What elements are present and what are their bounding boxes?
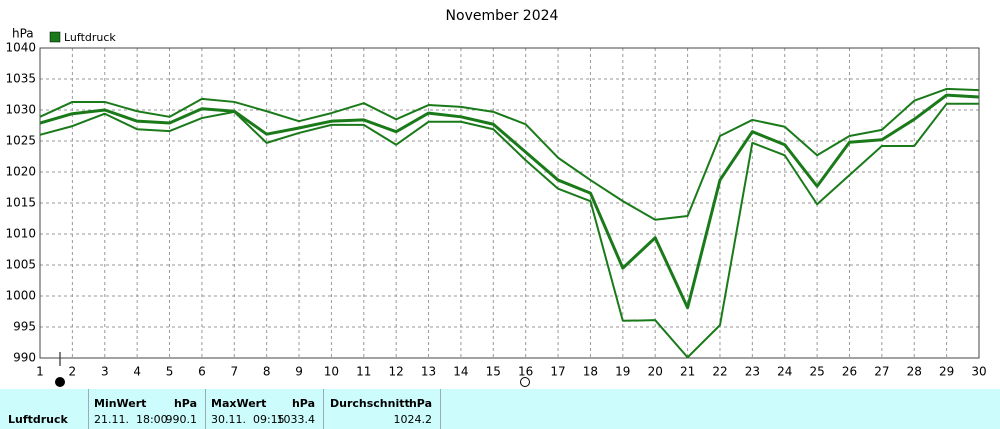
y-tick-label: 1035 bbox=[5, 72, 36, 86]
y-tick-label: 1000 bbox=[5, 289, 36, 303]
value: 1033.4 bbox=[276, 413, 316, 426]
x-tick-label: 25 bbox=[809, 365, 824, 379]
legend-label: Luftdruck bbox=[64, 31, 116, 44]
x-tick-label: 29 bbox=[939, 365, 954, 379]
x-tick-label: 21 bbox=[680, 365, 695, 379]
x-tick-label: 9 bbox=[295, 365, 303, 379]
table-cell: MaxWert hPa 30.11. 09:15 1033.4 bbox=[206, 389, 324, 429]
unit: hPa bbox=[408, 397, 432, 410]
table-cell: MinWert hPa 21.11. 18:00 990.1 bbox=[89, 389, 206, 429]
y-tick-label: 995 bbox=[13, 320, 36, 334]
header: Durchschnitt bbox=[330, 397, 410, 410]
x-tick-label: 4 bbox=[133, 365, 141, 379]
y-tick-label: 1010 bbox=[5, 227, 36, 241]
x-tick-label: 15 bbox=[486, 365, 501, 379]
x-tick-label: 22 bbox=[712, 365, 727, 379]
y-tick-label: 1030 bbox=[5, 103, 36, 117]
header: MinWert bbox=[94, 397, 147, 410]
unit: hPa bbox=[173, 397, 197, 410]
x-tick-label: 5 bbox=[166, 365, 174, 379]
unit: hPa bbox=[291, 397, 315, 410]
plot-border bbox=[39, 47, 980, 359]
x-tick-label: 13 bbox=[421, 365, 436, 379]
y-tick-label: 990 bbox=[13, 351, 36, 365]
time: 21.11. 18:00 bbox=[94, 413, 168, 426]
series-line bbox=[39, 93, 980, 310]
table-cell: Durchschnitt hPa 1024.2 bbox=[324, 389, 441, 429]
x-tick-label: 28 bbox=[907, 365, 922, 379]
x-tick-label: 3 bbox=[101, 365, 109, 379]
y-tick-label: 1025 bbox=[5, 134, 36, 148]
x-tick-label: 12 bbox=[389, 365, 404, 379]
x-tick-label: 7 bbox=[230, 365, 238, 379]
y-tick-label: 1005 bbox=[5, 258, 36, 272]
x-tick-label: 20 bbox=[648, 365, 663, 379]
legend-swatch bbox=[49, 31, 61, 43]
x-tick-label: 30 bbox=[971, 365, 986, 379]
chart-title: November 2024 bbox=[446, 8, 559, 24]
y-axis-label: hPa bbox=[12, 27, 34, 41]
table-cell: Luftdruck bbox=[0, 389, 89, 429]
y-tick-label: 1040 bbox=[5, 41, 36, 55]
row-label: Luftdruck bbox=[8, 413, 68, 426]
x-tick-label: 11 bbox=[356, 365, 371, 379]
x-tick-label: 10 bbox=[324, 365, 339, 379]
marker-icon bbox=[55, 377, 65, 387]
header: MaxWert bbox=[211, 397, 267, 410]
value: 990.1 bbox=[165, 413, 198, 426]
x-tick-label: 16 bbox=[518, 365, 533, 379]
x-tick-label: 14 bbox=[453, 365, 468, 379]
series-line bbox=[39, 102, 979, 359]
summary-table: Luftdruck MinWert hPa 21.11. 18:00 990.1… bbox=[0, 389, 1000, 429]
time: 30.11. 09:15 bbox=[211, 413, 285, 426]
value: 1024.2 bbox=[393, 413, 433, 426]
x-tick-label: 8 bbox=[263, 365, 271, 379]
x-tick-label: 17 bbox=[550, 365, 565, 379]
x-tick-label: 6 bbox=[198, 365, 206, 379]
x-tick-label: 1 bbox=[36, 365, 44, 379]
x-tick-label: 24 bbox=[777, 365, 792, 379]
x-tick-label: 18 bbox=[583, 365, 598, 379]
series-line bbox=[39, 87, 980, 221]
y-tick-label: 1020 bbox=[5, 165, 36, 179]
x-tick-label: 26 bbox=[842, 365, 857, 379]
chart: November 2024 hPa 9909951000100510101015… bbox=[5, 8, 987, 387]
x-tick-label: 27 bbox=[874, 365, 889, 379]
y-tick-label: 1015 bbox=[5, 196, 36, 210]
x-tick-label: 2 bbox=[69, 365, 77, 379]
x-tick-label: 23 bbox=[745, 365, 760, 379]
x-tick-label: 19 bbox=[615, 365, 630, 379]
marker-icon bbox=[520, 377, 530, 387]
